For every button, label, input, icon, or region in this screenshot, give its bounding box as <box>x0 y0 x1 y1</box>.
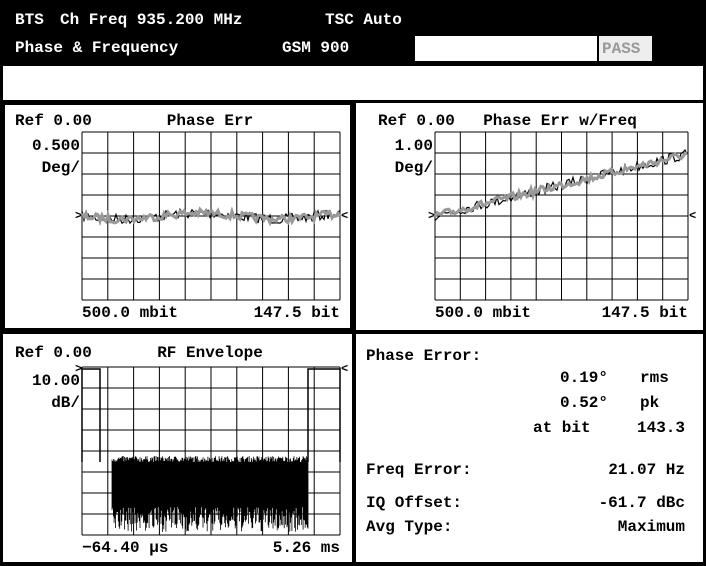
result-value: 0.52° <box>560 394 608 412</box>
envelope-mask <box>81 368 341 462</box>
result-label: at bit <box>533 419 591 437</box>
ref-level: Ref 0.00 <box>378 112 455 130</box>
header-band: GSM 900 <box>282 39 349 57</box>
trace <box>433 151 688 218</box>
result-unit: pk <box>640 394 660 412</box>
message-bar <box>3 66 703 100</box>
result-value: 21.07 Hz <box>608 461 685 479</box>
result-label: IQ Offset: <box>366 494 462 512</box>
scale: 1.00 <box>395 137 433 155</box>
x-start: 500.0 mbit <box>435 304 531 322</box>
header-tsc: TSC Auto <box>325 11 402 29</box>
result-value: 143.3 <box>637 419 685 437</box>
panel-title: Phase Err w/Freq <box>483 112 637 130</box>
scale-unit: dB/ <box>51 394 80 412</box>
x-end: 147.5 bit <box>602 304 688 322</box>
pass-indicator: PASS <box>602 40 641 58</box>
x-start: −64.40 μs <box>82 539 168 557</box>
x-end: 5.26 ms <box>273 539 340 557</box>
result-value: -61.7 dBc <box>599 494 685 512</box>
marker: > <box>75 362 82 376</box>
scale: 10.00 <box>32 372 80 390</box>
result-unit: rms <box>640 369 669 387</box>
marker: < <box>689 209 696 223</box>
scale-unit: Deg/ <box>395 159 433 177</box>
scale: 0.500 <box>32 137 80 155</box>
panel-results <box>356 334 703 562</box>
marker: > <box>428 209 435 223</box>
header-mode: BTS <box>15 11 44 29</box>
pass-box <box>599 36 652 61</box>
panel-title: Phase Err <box>167 112 253 130</box>
panel-title: RF Envelope <box>157 344 263 362</box>
ref-level: Ref 0.00 <box>15 112 92 130</box>
input-box <box>415 36 597 61</box>
result-label: Freq Error: <box>366 461 472 479</box>
marker: < <box>341 209 348 223</box>
result-label: Avg Type: <box>366 518 452 536</box>
marker: < <box>341 362 348 376</box>
scale-unit: Deg/ <box>42 159 80 177</box>
envelope-trace <box>111 456 309 532</box>
x-end: 147.5 bit <box>254 304 340 322</box>
marker: > <box>75 209 82 223</box>
result-value: 0.19° <box>560 369 608 387</box>
header-measurement: Phase & Frequency <box>15 39 179 57</box>
result-label: Phase Error: <box>366 347 481 365</box>
result-value: Maximum <box>618 518 686 536</box>
panel-rf-envelope <box>3 334 352 562</box>
ref-level: Ref 0.00 <box>15 344 92 362</box>
x-start: 500.0 mbit <box>82 304 178 322</box>
trace <box>81 207 341 225</box>
header-freq: Ch Freq 935.200 MHz <box>60 11 242 29</box>
trace <box>80 206 342 227</box>
